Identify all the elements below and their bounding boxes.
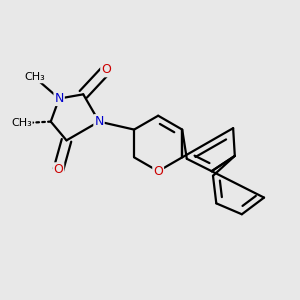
Text: O: O bbox=[53, 163, 63, 176]
Text: CH₃: CH₃ bbox=[11, 118, 32, 128]
Text: N: N bbox=[94, 115, 104, 128]
Text: O: O bbox=[101, 63, 111, 76]
Text: CH₃: CH₃ bbox=[24, 72, 45, 82]
Text: N: N bbox=[54, 92, 64, 105]
Text: O: O bbox=[153, 165, 163, 178]
